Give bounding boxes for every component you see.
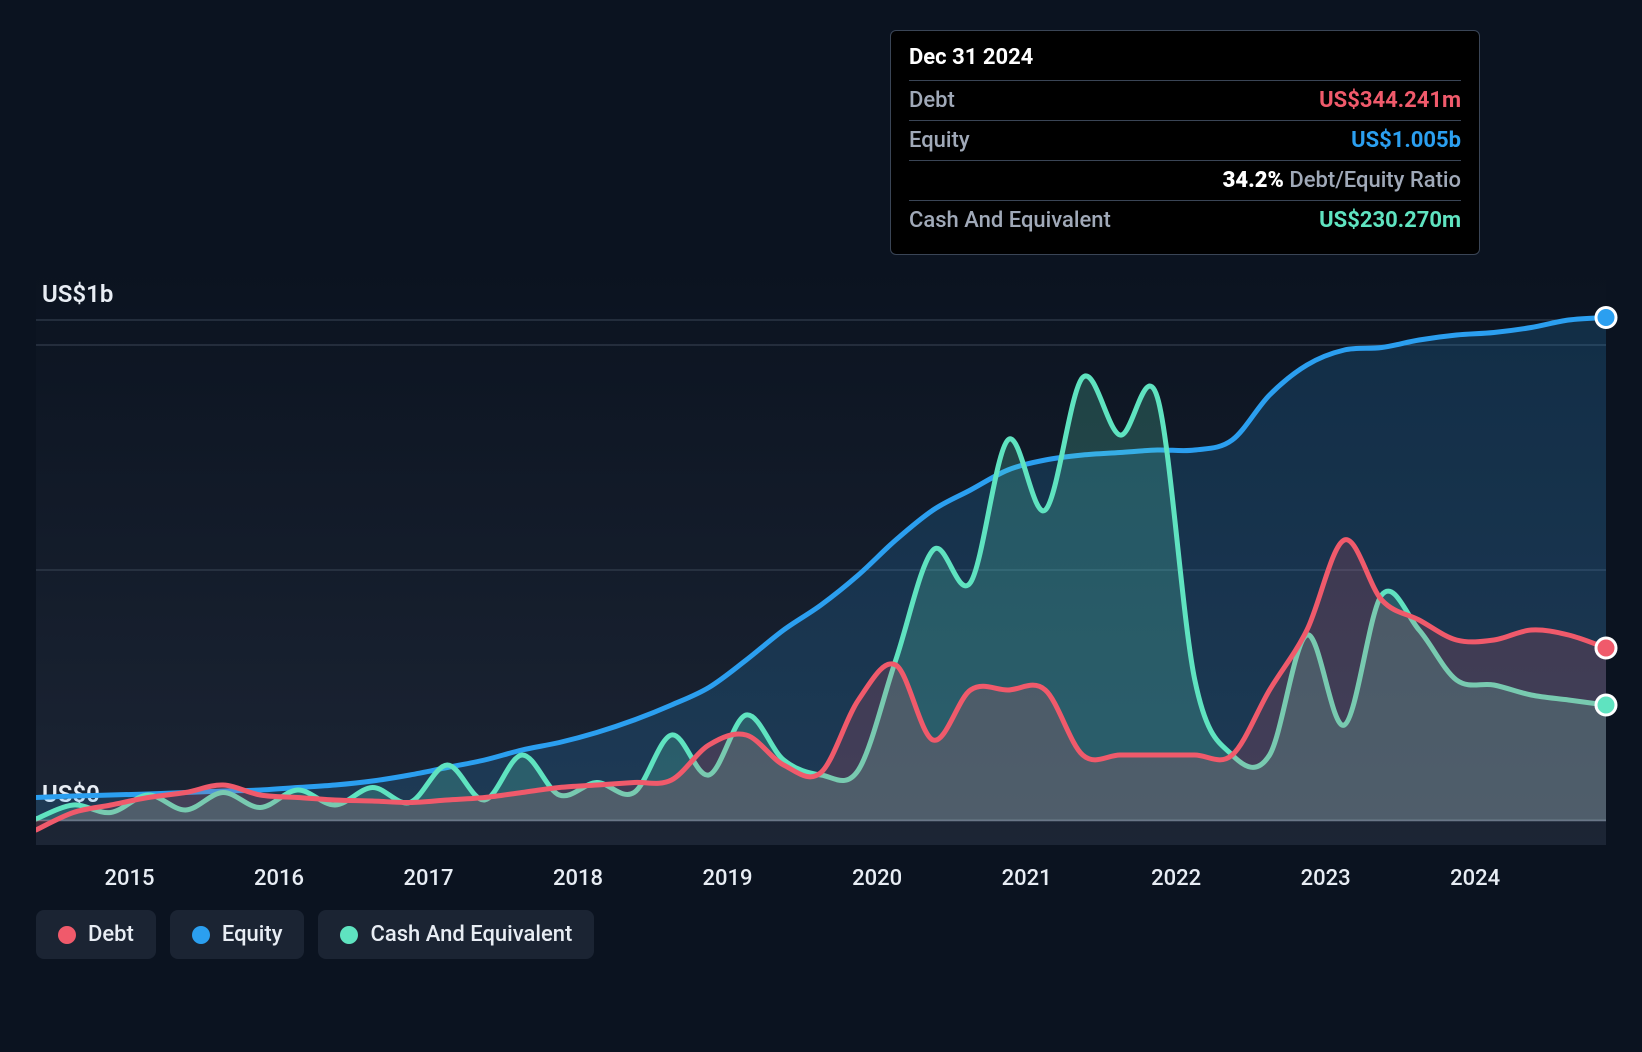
tooltip-row: Equity US$1.005b (909, 120, 1461, 160)
tooltip-row-value: US$1.005b (1351, 128, 1461, 153)
tooltip-ratio-row: 34.2% Debt/Equity Ratio (909, 160, 1461, 200)
x-axis-label: 2018 (553, 866, 603, 891)
series-end-marker-cash (1596, 695, 1616, 715)
legend-item-equity[interactable]: Equity (170, 910, 305, 959)
legend-swatch (340, 926, 358, 944)
x-axis-label: 2019 (703, 866, 753, 891)
x-axis-label: 2024 (1450, 866, 1500, 891)
tooltip-ratio: 34.2% Debt/Equity Ratio (1223, 168, 1461, 193)
x-axis-label: 2020 (852, 866, 902, 891)
series-end-marker-equity (1596, 308, 1616, 328)
tooltip-row-value: US$344.241m (1319, 88, 1461, 113)
tooltip-row: Cash And Equivalent US$230.270m (909, 200, 1461, 240)
x-axis-label: 2023 (1301, 866, 1351, 891)
legend-swatch (192, 926, 210, 944)
legend-item-cash-and-equivalent[interactable]: Cash And Equivalent (318, 910, 594, 959)
tooltip-row-label: Cash And Equivalent (909, 208, 1111, 233)
y-axis-label: US$1b (42, 280, 113, 308)
legend-swatch (58, 926, 76, 944)
tooltip-row-value: US$230.270m (1319, 208, 1461, 233)
legend-item-debt[interactable]: Debt (36, 910, 156, 959)
series-end-marker-debt (1596, 638, 1616, 658)
financials-chart: US$0US$1b2015201620172018201920202021202… (0, 0, 1642, 1052)
x-axis-label: 2015 (104, 866, 154, 891)
x-axis-label: 2017 (403, 866, 453, 891)
legend-label: Cash And Equivalent (370, 922, 572, 947)
tooltip-row-label: Equity (909, 128, 970, 153)
legend-label: Debt (88, 922, 134, 947)
tooltip-date: Dec 31 2024 (909, 45, 1461, 70)
legend-label: Equity (222, 922, 283, 947)
x-axis-label: 2016 (254, 866, 304, 891)
x-axis-label: 2021 (1002, 866, 1052, 891)
chart-legend: Debt Equity Cash And Equivalent (36, 910, 594, 959)
tooltip-row: Debt US$344.241m (909, 80, 1461, 120)
x-axis-label: 2022 (1151, 866, 1201, 891)
tooltip-row-label: Debt (909, 88, 955, 113)
chart-tooltip: Dec 31 2024 Debt US$344.241m Equity US$1.00… (890, 30, 1480, 255)
